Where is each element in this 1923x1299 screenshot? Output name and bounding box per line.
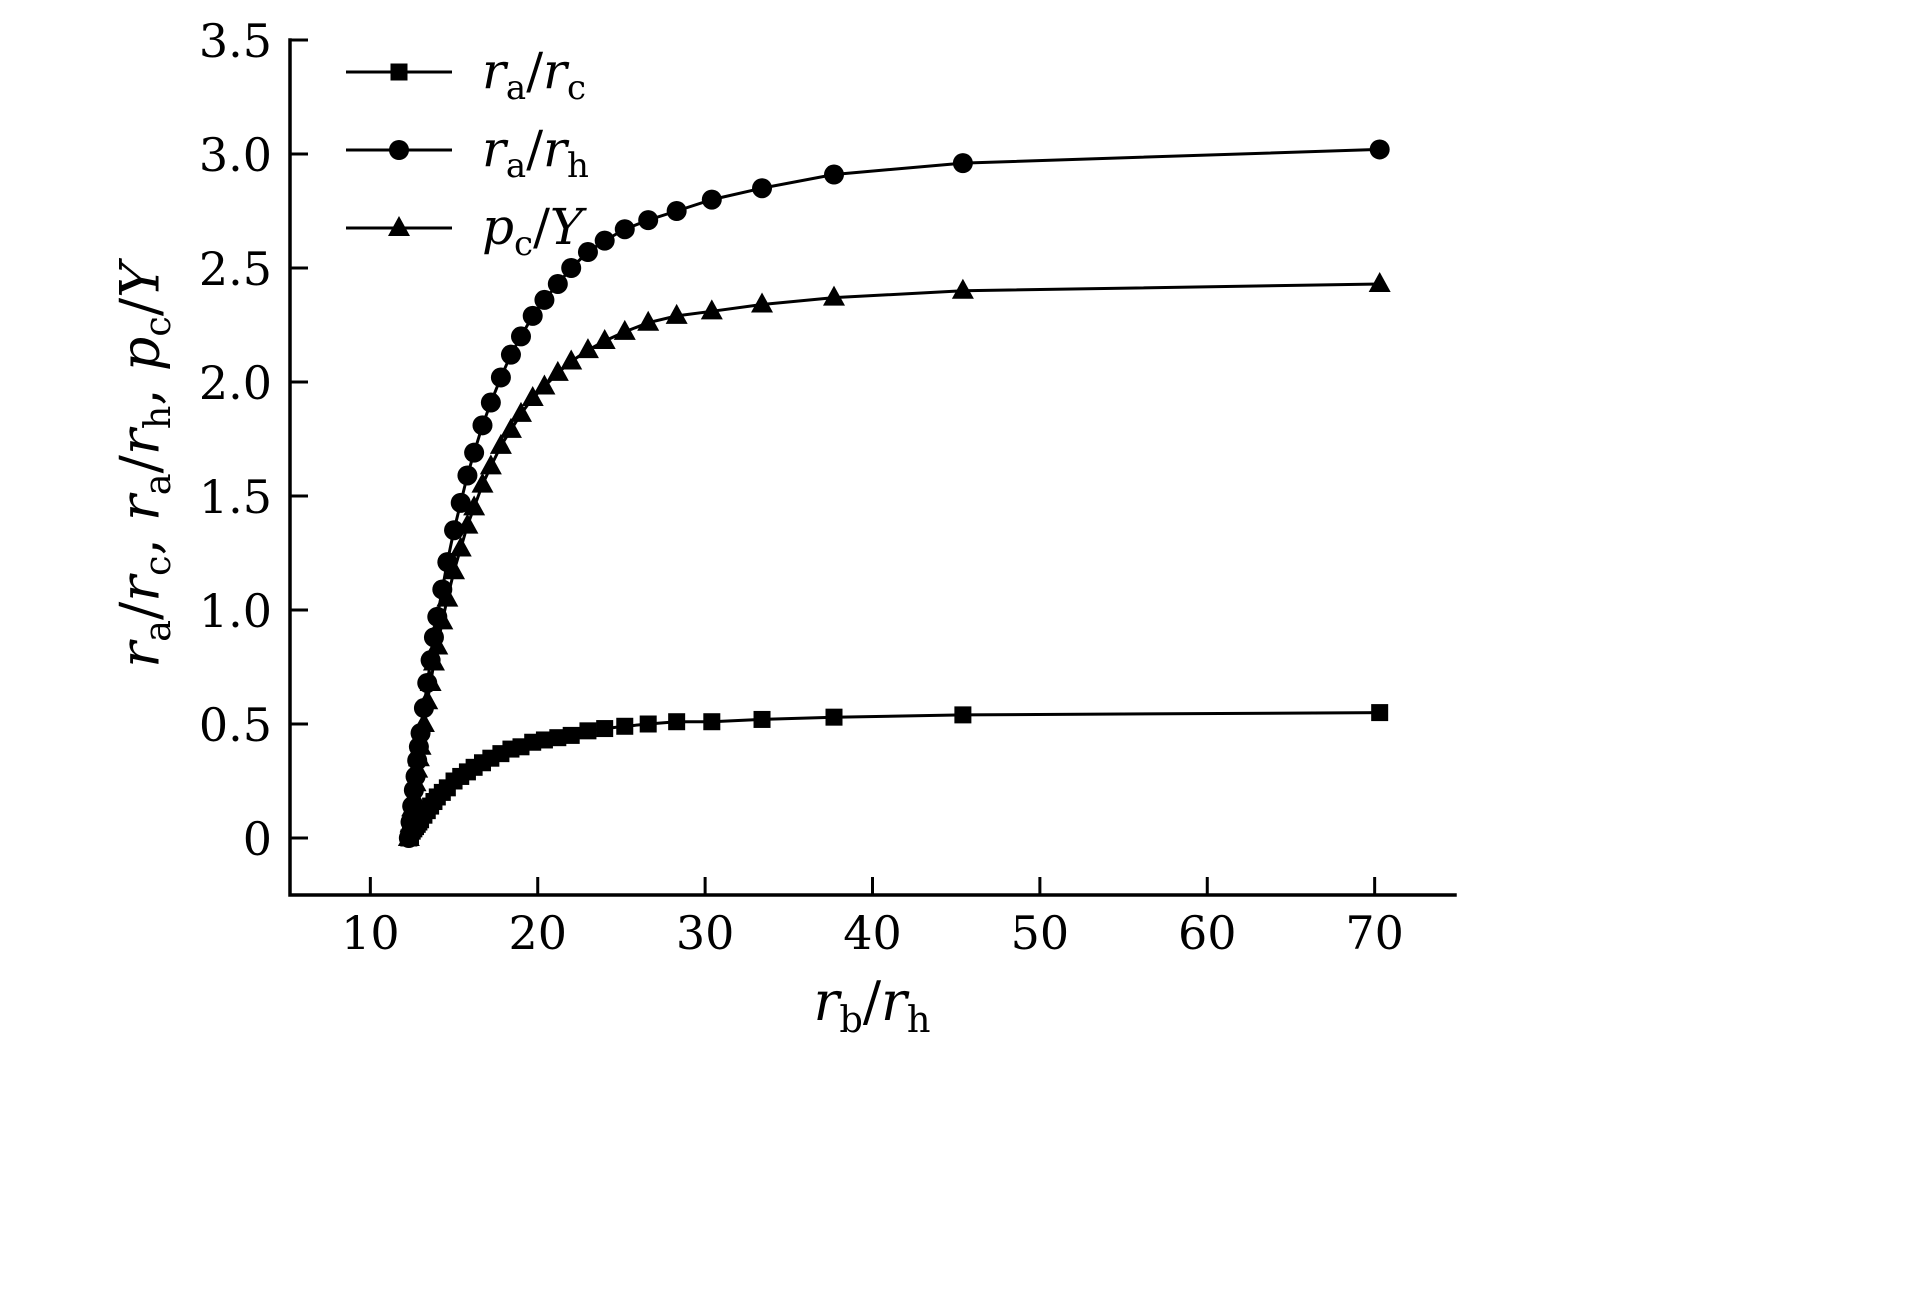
legend-circle-marker-icon [389, 140, 409, 160]
legend-square-marker-icon [390, 63, 408, 81]
x-tick-label: 50 [1010, 906, 1070, 960]
y-tick-label: 2.0 [198, 356, 272, 410]
y-axis-ticks [290, 38, 308, 840]
x-tick-label: 20 [508, 906, 567, 960]
series-markers-triangle [397, 271, 1391, 846]
legend-label-circle: ra/rh [482, 120, 589, 186]
y-tick-label: 0 [242, 812, 272, 866]
axes-spines [288, 38, 1457, 897]
x-axis-ticks [368, 877, 1377, 895]
y-tick-label: 0.5 [198, 698, 272, 752]
legend-triangle-marker-icon [388, 216, 410, 236]
x-tick-label: 70 [1345, 906, 1404, 960]
x-axis-label: rb/rh [813, 970, 931, 1041]
series-markers-circle [398, 139, 1390, 848]
y-tick-label: 1.5 [198, 470, 272, 524]
x-tick-label: 40 [843, 906, 902, 960]
x-tick-label: 10 [341, 906, 400, 960]
y-tick-label: 1.0 [198, 584, 272, 638]
x-tick-label: 60 [1177, 906, 1237, 960]
y-tick-label: 3.5 [198, 14, 272, 68]
y-tick-label: 3.0 [198, 128, 272, 182]
legend-label-triangle: pc/Y [482, 198, 583, 264]
y-tick-label: 2.5 [198, 242, 272, 296]
x-tick-label: 30 [675, 906, 735, 960]
legend-label-square: ra/rc [482, 42, 586, 108]
